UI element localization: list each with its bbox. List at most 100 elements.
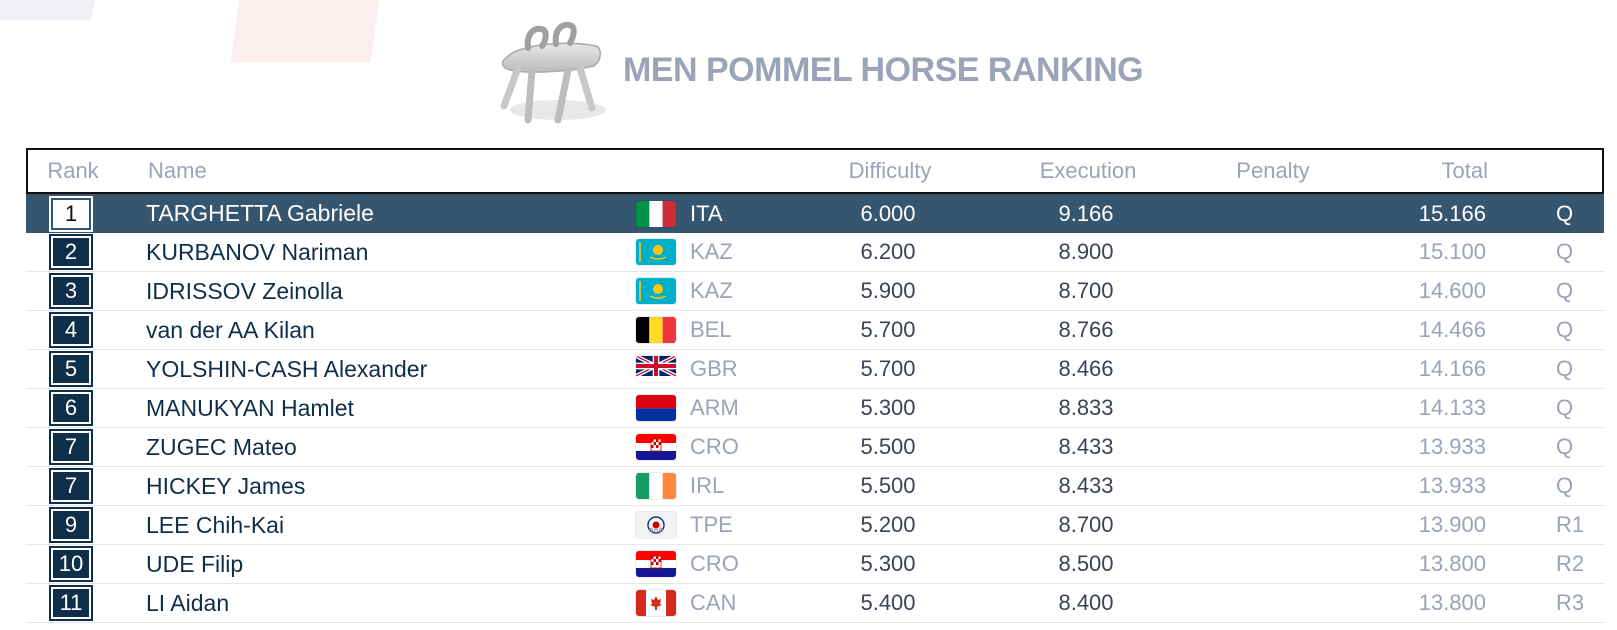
rank-badge: 5 <box>49 351 93 387</box>
qualification-status: Q <box>1556 278 1574 303</box>
execution-score: 8.900 <box>1058 239 1114 264</box>
athlete-name-cell: ZUGEC Mateo <box>146 428 616 466</box>
uk-flag-icon <box>636 356 676 382</box>
total-cell: 14.466 <box>1366 311 1486 349</box>
athlete-name-cell: MANUKYAN Hamlet <box>146 389 616 427</box>
athlete-name-cell: LEE Chih-Kai <box>146 506 616 544</box>
total-cell: 13.800 <box>1366 584 1486 622</box>
column-header-name: Name <box>148 158 207 183</box>
flag-cell <box>636 389 680 427</box>
execution-score: 8.400 <box>1058 590 1114 615</box>
total-score: 13.933 <box>1418 473 1486 498</box>
difficulty-cell: 5.900 <box>826 272 950 310</box>
table-row[interactable]: 11 LI Aidan CAN 5.400 8.400 13.800 R3 <box>26 584 1604 623</box>
table-row[interactable]: 5 YOLSHIN-CASH Alexander GBR 5.700 8.466 14.1… <box>26 350 1604 389</box>
qualification-status: R1 <box>1556 512 1585 537</box>
rank-badge: 4 <box>49 312 93 348</box>
ireland-flag-icon <box>636 473 676 499</box>
country-code-cell: TPE <box>690 506 770 544</box>
qualification-cell: Q <box>1556 272 1606 310</box>
execution-cell: 8.400 <box>1016 584 1156 622</box>
country-code: BEL <box>690 317 732 342</box>
execution-cell: 8.900 <box>1016 233 1156 271</box>
difficulty-cell: 5.500 <box>826 467 950 505</box>
column-header-difficulty: Difficulty <box>848 158 932 183</box>
penalty-cell <box>1206 272 1336 310</box>
rank-badge: 11 <box>49 585 93 621</box>
table-header: Rank Name Difficulty Execution Penalty T… <box>26 148 1604 194</box>
table-row[interactable]: 4 van der AA Kilan BEL 5.700 8.766 14.466 Q <box>26 311 1604 350</box>
difficulty-cell: 5.300 <box>826 389 950 427</box>
total-cell: 13.933 <box>1366 467 1486 505</box>
penalty-cell <box>1206 584 1336 622</box>
qualification-cell: Q <box>1556 428 1606 466</box>
qualification-cell: Q <box>1556 311 1606 349</box>
qualification-cell: R1 <box>1556 506 1606 544</box>
table-row[interactable]: 1 TARGHETTA Gabriele ITA 6.000 9.166 15.166 Q <box>26 194 1604 233</box>
table-row[interactable]: 10 UDE Filip CRO 5.300 8.500 13.800 R2 <box>26 545 1604 584</box>
total-score: 14.133 <box>1418 395 1486 420</box>
table-row[interactable]: 2 KURBANOV Nariman KAZ 6.200 8.900 15.100 Q <box>26 233 1604 272</box>
country-code-cell: IRL <box>690 467 770 505</box>
execution-score: 8.500 <box>1058 551 1114 576</box>
total-cell: 13.933 <box>1366 428 1486 466</box>
country-code: CRO <box>690 551 739 576</box>
athlete-name-cell: van der AA Kilan <box>146 311 616 349</box>
total-score: 15.166 <box>1418 200 1486 226</box>
table-row[interactable]: 7 ZUGEC Mateo CRO 5.500 8.433 13.933 Q <box>26 428 1604 467</box>
rank-badge: 7 <box>49 468 93 504</box>
rank-cell: 1 <box>48 194 94 233</box>
athlete-name-cell: UDE Filip <box>146 545 616 583</box>
athlete-name-cell: KURBANOV Nariman <box>146 233 616 271</box>
execution-cell: 8.700 <box>1016 272 1156 310</box>
rank-badge: 3 <box>49 273 93 309</box>
qualification-status: Q <box>1556 434 1574 459</box>
athlete-name: ZUGEC Mateo <box>146 433 297 460</box>
country-code-cell: ITA <box>690 194 770 233</box>
difficulty-cell: 5.500 <box>826 428 950 466</box>
athlete-name-cell: TARGHETTA Gabriele <box>146 194 616 233</box>
canada-flag-icon <box>636 590 676 616</box>
execution-cell: 8.766 <box>1016 311 1156 349</box>
country-code-cell: KAZ <box>690 233 770 271</box>
total-cell: 13.900 <box>1366 506 1486 544</box>
execution-score: 8.433 <box>1058 434 1114 459</box>
athlete-name: LI Aidan <box>146 589 230 616</box>
total-score: 14.600 <box>1418 278 1486 303</box>
qualification-cell: Q <box>1556 389 1606 427</box>
qualification-status: Q <box>1556 200 1574 226</box>
country-code-cell: GBR <box>690 350 770 388</box>
rank-badge: 6 <box>49 390 93 426</box>
rank-cell: 9 <box>48 506 94 544</box>
table-row[interactable]: 7 HICKEY James IRL 5.500 8.433 13.933 Q <box>26 467 1604 506</box>
croatia-flag-icon <box>636 551 676 577</box>
flag-cell <box>636 467 680 505</box>
table-row[interactable]: 6 MANUKYAN Hamlet ARM 5.300 8.833 14.133 Q <box>26 389 1604 428</box>
total-score: 13.900 <box>1418 512 1486 537</box>
penalty-cell <box>1206 506 1336 544</box>
penalty-cell <box>1206 467 1336 505</box>
country-code-cell: ARM <box>690 389 770 427</box>
rank-cell: 11 <box>48 584 94 622</box>
difficulty-score: 6.200 <box>860 239 916 264</box>
total-score: 13.800 <box>1418 590 1486 615</box>
page-title: MEN POMMEL HORSE RANKING <box>623 50 1144 89</box>
country-code-cell: CRO <box>690 545 770 583</box>
athlete-name: HICKEY James <box>146 472 306 499</box>
table-row[interactable]: 3 IDRISSOV Zeinolla KAZ 5.900 8.700 14.600 Q <box>26 272 1604 311</box>
column-header-penalty: Penalty <box>1236 158 1310 183</box>
execution-cell: 8.500 <box>1016 545 1156 583</box>
background-shape <box>0 0 95 20</box>
rank-cell: 7 <box>48 467 94 505</box>
rank-badge: 7 <box>49 429 93 465</box>
flag-cell <box>636 506 680 544</box>
penalty-cell <box>1206 233 1336 271</box>
background-shape <box>230 0 380 62</box>
belgium-flag-icon <box>636 317 676 343</box>
flag-cell <box>636 428 680 466</box>
difficulty-score: 5.200 <box>860 512 916 537</box>
rank-cell: 7 <box>48 428 94 466</box>
table-row[interactable]: 9 LEE Chih-Kai TPE 5.200 8.700 13.900 R1 <box>26 506 1604 545</box>
column-header-rank: Rank <box>47 158 99 183</box>
flag-cell <box>636 233 680 271</box>
